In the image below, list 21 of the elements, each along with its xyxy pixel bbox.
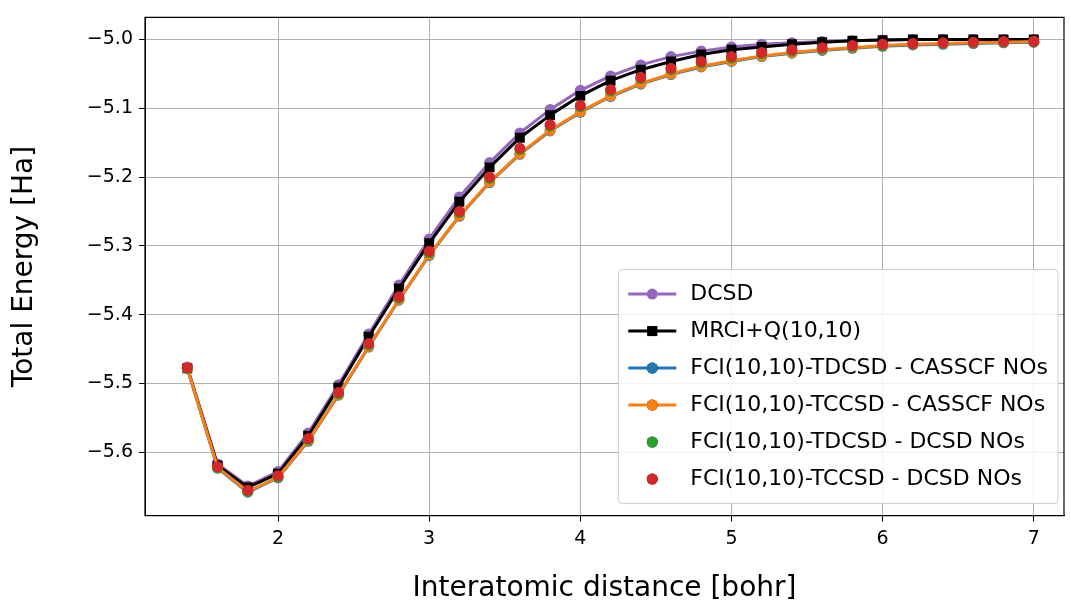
x-tick-label: 3 (423, 525, 436, 548)
legend-label: FCI(10,10)-TCCSD - DCSD NOs (690, 464, 1022, 490)
legend-label: MRCI+Q(10,10) (690, 316, 862, 342)
y-tick-label: −5.4 (86, 301, 133, 324)
legend-label: FCI(10,10)-TCCSD - CASSCF NOs (690, 390, 1046, 416)
y-tick-label: −5.0 (86, 26, 133, 49)
x-tick-label: 7 (1027, 525, 1040, 548)
y-tick-label: −5.6 (86, 439, 133, 462)
y-tick-label: −5.5 (86, 370, 133, 393)
x-tick-label: 4 (574, 525, 587, 548)
x-tick-label: 2 (271, 525, 285, 548)
legend-label: DCSD (690, 279, 754, 305)
y-axis-title: Total Energy [Ha] (6, 145, 40, 389)
x-tick-label: 6 (876, 525, 889, 548)
legend-label: FCI(10,10)-TDCSD - CASSCF NOs (690, 353, 1049, 379)
legend-label: FCI(10,10)-TDCSD - DCSD NOs (690, 427, 1025, 453)
y-tick-label: −5.2 (86, 163, 133, 186)
y-tick-label: −5.1 (86, 95, 133, 118)
x-axis-title: Interatomic distance [bohr] (412, 570, 797, 604)
y-tick-label: −5.3 (86, 232, 133, 255)
x-tick-label: 5 (725, 525, 738, 548)
